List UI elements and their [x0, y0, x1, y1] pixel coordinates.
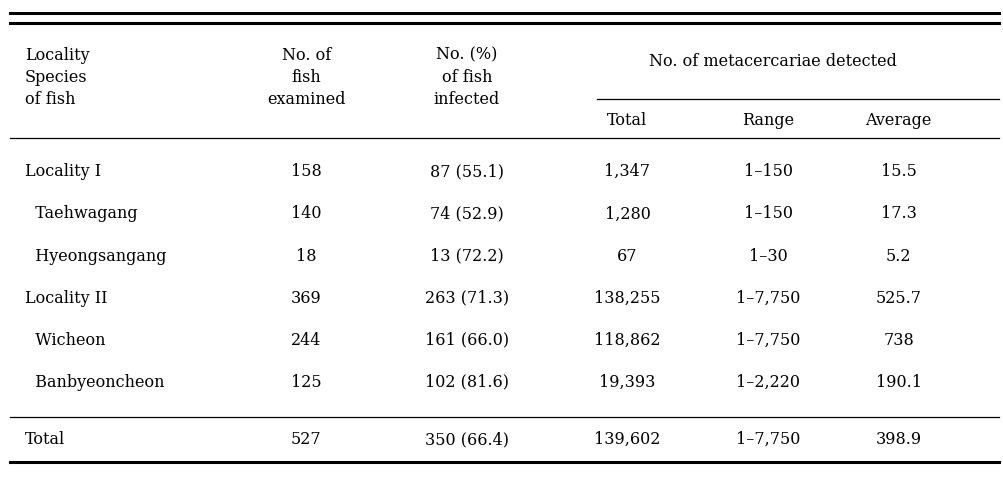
Text: Wicheon: Wicheon [25, 332, 105, 349]
Text: 139,602: 139,602 [594, 431, 660, 448]
Text: 140: 140 [291, 205, 321, 223]
Text: 1–2,220: 1–2,220 [735, 374, 799, 391]
Text: 190.1: 190.1 [875, 374, 921, 391]
Text: 18: 18 [296, 247, 316, 265]
Text: 87 (55.1): 87 (55.1) [429, 163, 504, 181]
Text: 398.9: 398.9 [875, 431, 921, 448]
Text: Hyeongsangang: Hyeongsangang [25, 247, 166, 265]
Text: 1,347: 1,347 [604, 163, 650, 181]
Text: 350 (66.4): 350 (66.4) [424, 431, 509, 448]
Text: 369: 369 [291, 289, 321, 307]
Text: 138,255: 138,255 [594, 289, 660, 307]
Text: 527: 527 [291, 431, 321, 448]
Text: Locality
Species
of fish: Locality Species of fish [25, 47, 89, 108]
Text: 1–7,750: 1–7,750 [735, 332, 799, 349]
Text: 1–30: 1–30 [748, 247, 786, 265]
Text: 15.5: 15.5 [880, 163, 916, 181]
Text: Total: Total [607, 111, 647, 129]
Text: Range: Range [741, 111, 793, 129]
Text: No. of metacercariae detected: No. of metacercariae detected [649, 53, 896, 71]
Text: 17.3: 17.3 [880, 205, 916, 223]
Text: 1–7,750: 1–7,750 [735, 289, 799, 307]
Text: No. (%)
of fish
infected: No. (%) of fish infected [433, 47, 499, 108]
Text: 1–7,750: 1–7,750 [735, 431, 799, 448]
Text: 244: 244 [291, 332, 321, 349]
Text: Taehwagang: Taehwagang [25, 205, 137, 223]
Text: 1–150: 1–150 [743, 205, 791, 223]
Text: 161 (66.0): 161 (66.0) [424, 332, 509, 349]
Text: 67: 67 [617, 247, 637, 265]
Text: 125: 125 [291, 374, 321, 391]
Text: 5.2: 5.2 [885, 247, 911, 265]
Text: Banbyeoncheon: Banbyeoncheon [25, 374, 164, 391]
Text: 74 (52.9): 74 (52.9) [429, 205, 504, 223]
Text: Average: Average [865, 111, 931, 129]
Text: 118,862: 118,862 [594, 332, 660, 349]
Text: 738: 738 [883, 332, 913, 349]
Text: 158: 158 [291, 163, 321, 181]
Text: Total: Total [25, 431, 65, 448]
Text: 1,280: 1,280 [604, 205, 650, 223]
Text: 102 (81.6): 102 (81.6) [424, 374, 509, 391]
Text: Locality II: Locality II [25, 289, 107, 307]
Text: 525.7: 525.7 [875, 289, 921, 307]
Text: 1–150: 1–150 [743, 163, 791, 181]
Text: No. of
fish
examined: No. of fish examined [267, 47, 345, 108]
Text: 13 (72.2): 13 (72.2) [429, 247, 504, 265]
Text: Locality I: Locality I [25, 163, 101, 181]
Text: 19,393: 19,393 [599, 374, 655, 391]
Text: 263 (71.3): 263 (71.3) [424, 289, 509, 307]
